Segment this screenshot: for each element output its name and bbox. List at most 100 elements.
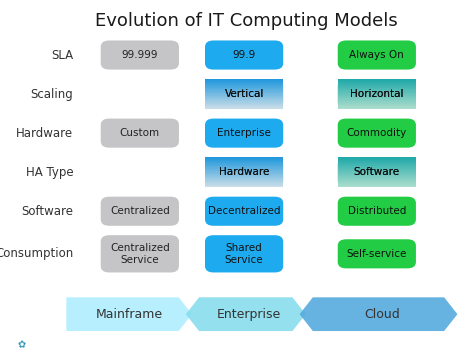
Bar bbox=[205, 165, 283, 166]
FancyBboxPatch shape bbox=[205, 40, 283, 70]
FancyBboxPatch shape bbox=[100, 119, 179, 148]
Bar bbox=[337, 94, 416, 95]
Bar bbox=[205, 182, 283, 183]
Text: Hardware: Hardware bbox=[16, 127, 73, 140]
Bar bbox=[205, 81, 283, 82]
FancyBboxPatch shape bbox=[205, 235, 283, 273]
Bar bbox=[205, 81, 283, 82]
Text: Centralized
Service: Centralized Service bbox=[110, 243, 170, 265]
Bar bbox=[337, 168, 416, 169]
Bar bbox=[205, 162, 283, 163]
Bar bbox=[337, 167, 416, 168]
Bar bbox=[205, 83, 283, 84]
Bar bbox=[205, 98, 283, 99]
Bar bbox=[337, 88, 416, 89]
Bar bbox=[205, 86, 283, 87]
Bar bbox=[205, 107, 283, 108]
Bar bbox=[337, 107, 416, 108]
FancyBboxPatch shape bbox=[337, 119, 416, 148]
FancyBboxPatch shape bbox=[337, 158, 416, 187]
Bar bbox=[205, 85, 283, 86]
Bar bbox=[205, 84, 283, 85]
Bar bbox=[205, 100, 283, 102]
Bar bbox=[205, 99, 283, 100]
Bar bbox=[205, 179, 283, 180]
Bar bbox=[205, 171, 283, 172]
Bar bbox=[205, 90, 283, 91]
Bar bbox=[205, 94, 283, 95]
Bar bbox=[337, 162, 416, 163]
Bar bbox=[337, 164, 416, 166]
Bar bbox=[205, 105, 283, 106]
Text: 99.999: 99.999 bbox=[121, 50, 158, 60]
Bar bbox=[205, 104, 283, 105]
Bar bbox=[205, 97, 283, 98]
Bar bbox=[205, 170, 283, 171]
Bar bbox=[337, 168, 416, 169]
Bar bbox=[337, 158, 416, 159]
Text: Decentralized: Decentralized bbox=[208, 206, 280, 216]
Bar bbox=[205, 87, 283, 88]
Bar bbox=[337, 105, 416, 106]
Bar bbox=[337, 93, 416, 94]
FancyBboxPatch shape bbox=[100, 40, 179, 70]
Bar bbox=[337, 97, 416, 98]
Bar bbox=[337, 176, 416, 177]
Bar bbox=[205, 93, 283, 94]
Bar bbox=[337, 105, 416, 106]
Bar bbox=[205, 159, 283, 160]
Text: Enterprise: Enterprise bbox=[217, 308, 281, 321]
Text: Always On: Always On bbox=[349, 50, 404, 60]
Bar bbox=[205, 92, 283, 93]
Text: Mainframe: Mainframe bbox=[96, 308, 163, 321]
Bar bbox=[337, 104, 416, 105]
Bar bbox=[337, 160, 416, 161]
Bar bbox=[337, 81, 416, 82]
Bar bbox=[337, 161, 416, 162]
Bar bbox=[337, 162, 416, 163]
Bar bbox=[337, 178, 416, 179]
FancyBboxPatch shape bbox=[205, 197, 283, 226]
Text: Horizontal: Horizontal bbox=[350, 89, 403, 99]
Bar bbox=[337, 170, 416, 171]
Bar bbox=[205, 91, 283, 92]
Bar bbox=[337, 103, 416, 104]
Bar bbox=[205, 185, 283, 186]
Bar bbox=[205, 181, 283, 182]
Bar bbox=[205, 168, 283, 169]
Bar bbox=[205, 170, 283, 171]
Bar bbox=[337, 180, 416, 181]
Bar bbox=[205, 181, 283, 182]
FancyBboxPatch shape bbox=[100, 235, 179, 273]
Bar bbox=[337, 97, 416, 98]
Bar bbox=[337, 173, 416, 174]
FancyBboxPatch shape bbox=[205, 158, 283, 187]
Bar bbox=[337, 184, 416, 185]
Bar bbox=[337, 175, 416, 176]
Bar bbox=[337, 170, 416, 171]
Bar bbox=[337, 86, 416, 87]
FancyBboxPatch shape bbox=[337, 239, 416, 268]
Bar bbox=[337, 100, 416, 102]
Text: HA Type: HA Type bbox=[26, 166, 73, 179]
Text: Software: Software bbox=[354, 167, 400, 177]
Bar bbox=[205, 83, 283, 84]
Bar bbox=[205, 169, 283, 170]
FancyBboxPatch shape bbox=[337, 197, 416, 226]
Bar bbox=[205, 186, 283, 187]
Bar bbox=[337, 171, 416, 172]
Bar bbox=[337, 186, 416, 187]
Bar bbox=[337, 92, 416, 93]
FancyBboxPatch shape bbox=[337, 80, 416, 109]
Bar bbox=[337, 96, 416, 97]
Bar bbox=[205, 160, 283, 161]
Bar bbox=[205, 101, 283, 102]
Polygon shape bbox=[300, 297, 457, 331]
Text: Enterprise: Enterprise bbox=[217, 128, 271, 138]
Bar bbox=[205, 172, 283, 173]
Bar bbox=[205, 166, 283, 167]
Bar bbox=[337, 102, 416, 103]
Bar bbox=[205, 82, 283, 83]
Bar bbox=[337, 182, 416, 183]
Bar bbox=[337, 85, 416, 86]
